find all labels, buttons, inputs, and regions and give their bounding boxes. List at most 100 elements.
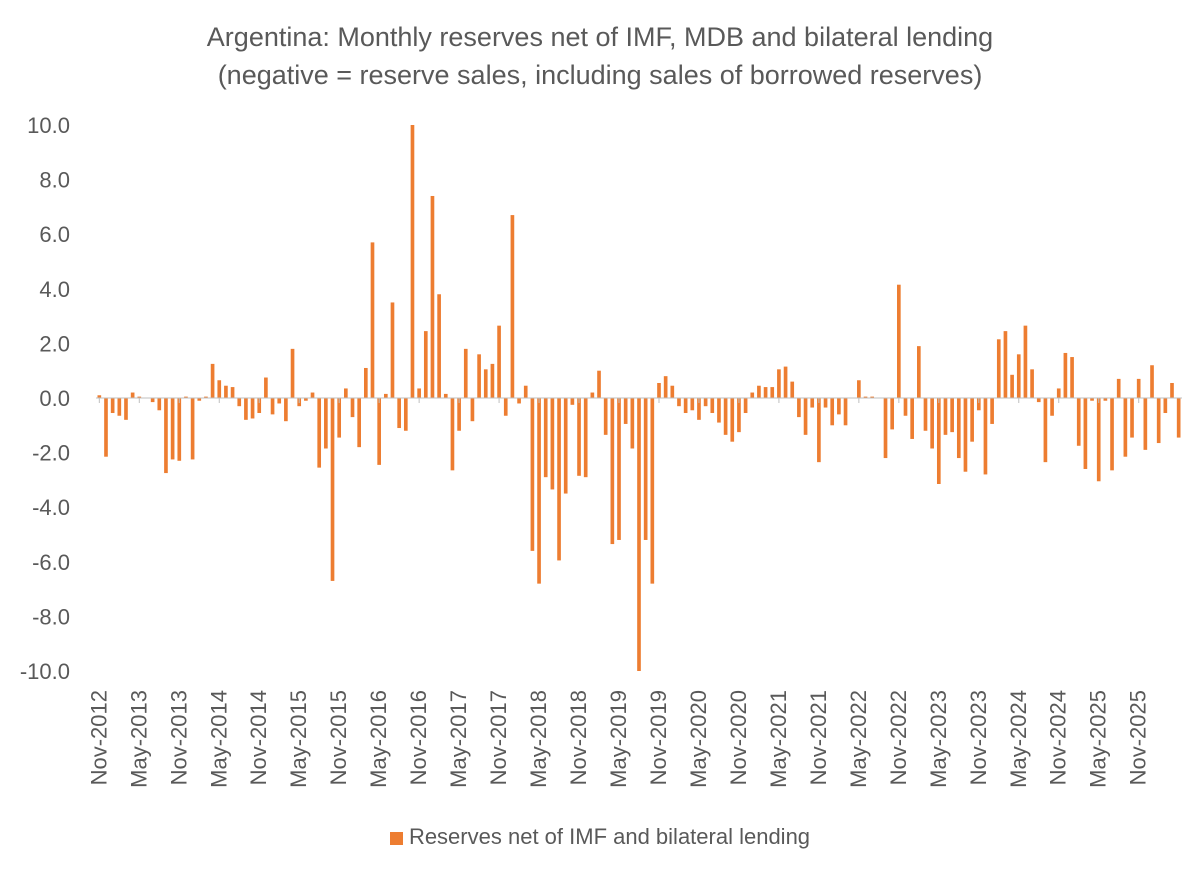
bar	[1143, 398, 1148, 450]
bar	[204, 396, 208, 398]
bar	[583, 398, 588, 478]
bar	[597, 370, 601, 398]
x-tick-label: May-2015	[286, 690, 311, 788]
bar	[837, 398, 841, 415]
bar	[943, 398, 948, 435]
bar	[903, 398, 908, 416]
x-tick-label: May-2018	[526, 690, 551, 788]
bar	[1083, 398, 1088, 469]
bar	[817, 398, 821, 463]
bar	[1136, 378, 1141, 398]
bar	[996, 339, 1001, 398]
x-tick-label: Nov-2013	[166, 690, 191, 785]
x-tick-label: May-2025	[1086, 690, 1111, 788]
bar	[470, 398, 475, 422]
bar	[590, 392, 595, 398]
bar	[383, 393, 388, 398]
bar	[683, 398, 688, 414]
bar	[757, 385, 761, 398]
bar	[437, 294, 441, 398]
bar	[530, 398, 535, 551]
bar	[1036, 398, 1041, 403]
x-tick-label: Nov-2021	[806, 690, 831, 785]
bar	[317, 398, 322, 468]
bar	[410, 125, 415, 398]
x-tick-label: Nov-2015	[326, 690, 351, 785]
bar	[970, 398, 974, 442]
y-tick-label: -10.0	[20, 659, 70, 684]
x-tick-label: Nov-2024	[1046, 690, 1071, 785]
bar	[897, 284, 901, 398]
bar	[737, 398, 741, 433]
bar	[1103, 398, 1108, 401]
bar	[743, 398, 748, 414]
bar	[117, 398, 122, 416]
bar	[610, 398, 615, 545]
x-tick-label: Nov-2017	[486, 690, 511, 785]
x-tick-label: Nov-2016	[406, 690, 431, 785]
x-tick-label: Nov-2020	[726, 690, 751, 785]
bar	[697, 398, 701, 420]
bar	[344, 388, 348, 398]
bar	[197, 398, 202, 401]
bar	[763, 387, 768, 398]
bar	[857, 380, 861, 398]
y-tick-label: 4.0	[39, 277, 70, 302]
bar	[976, 398, 981, 411]
legend-label: Reserves net of IMF and bilateral lendin…	[408, 824, 811, 849]
bar	[1016, 354, 1021, 398]
x-tick-label: May-2014	[206, 690, 231, 788]
bar	[650, 398, 655, 584]
bar	[330, 398, 335, 581]
bar	[324, 398, 328, 449]
bar	[217, 380, 222, 398]
bar	[1090, 398, 1094, 401]
bar	[863, 396, 868, 398]
bar	[237, 398, 242, 407]
bar	[917, 346, 921, 398]
bar	[657, 382, 661, 398]
bar	[810, 398, 815, 408]
bar	[137, 396, 142, 398]
bar	[1043, 398, 1048, 463]
bar	[930, 398, 934, 449]
bar	[710, 398, 715, 414]
x-tick-label: May-2019	[606, 690, 631, 788]
bar	[104, 398, 108, 457]
bar	[443, 393, 448, 398]
bar	[97, 395, 102, 398]
x-axis-ticks	[98, 398, 1140, 403]
x-tick-label: Nov-2025	[1126, 690, 1151, 785]
bar	[617, 398, 621, 540]
bar	[390, 302, 395, 398]
bar	[463, 348, 468, 398]
bar	[1110, 398, 1114, 471]
bar	[304, 398, 308, 401]
bar	[777, 369, 781, 398]
bar	[677, 398, 681, 407]
bar	[550, 398, 555, 490]
y-tick-label: -8.0	[32, 604, 70, 629]
y-tick-label: -2.0	[32, 441, 70, 466]
bar	[357, 398, 361, 448]
chart-subtitle: (negative = reserve sales, including sal…	[217, 60, 983, 90]
x-tick-label: May-2023	[926, 690, 951, 788]
legend: Reserves net of IMF and bilateral lendin…	[0, 824, 1200, 850]
bar	[983, 398, 988, 475]
bar	[490, 363, 495, 399]
bar	[803, 398, 808, 435]
bar	[956, 398, 961, 459]
x-tick-label: May-2013	[126, 690, 151, 788]
x-tick-label: Nov-2019	[646, 690, 671, 785]
bar	[310, 392, 315, 398]
bar	[510, 215, 515, 398]
bar	[910, 398, 914, 439]
bar	[883, 398, 888, 459]
bar	[1163, 398, 1168, 414]
x-axis-labels: Nov-2012 May-2013 Nov-2013 May-2014 Nov-2014…	[86, 690, 1150, 788]
x-tick-label: Nov-2018	[566, 690, 591, 785]
x-tick-label: Nov-2022	[886, 690, 911, 785]
bars	[97, 125, 1181, 671]
bar	[184, 396, 188, 398]
bar	[164, 398, 168, 474]
